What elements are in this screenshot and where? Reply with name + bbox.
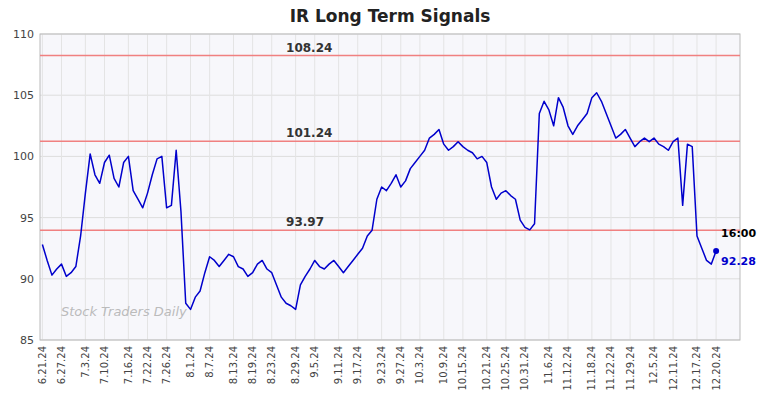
x-tick-label: 8.23.24	[266, 346, 277, 384]
x-tick-label: 11.6.24	[543, 346, 554, 384]
x-tick-label: 7.26.24	[161, 346, 172, 384]
watermark: Stock Traders Daily	[61, 304, 187, 319]
grid-line-x	[233, 34, 234, 340]
grid-line-y	[40, 278, 740, 279]
grid-line-x	[610, 34, 611, 340]
signal-line	[40, 140, 740, 142]
grid-line-x	[524, 34, 525, 340]
x-tick-label: 12.17.24	[691, 346, 702, 391]
x-tick-label: 11.22.24	[605, 346, 616, 391]
grid-line-x	[338, 34, 339, 340]
x-tick-label: 9.5.24	[309, 346, 320, 378]
x-tick-label: 9.23.24	[376, 346, 387, 384]
x-tick-label: 10.25.24	[500, 346, 511, 391]
grid-line-x	[357, 34, 358, 340]
grid-line-y	[40, 217, 740, 218]
grid-line-x	[314, 34, 315, 340]
chart: 85 90 95 100 105 110 6.21.24 6.27.24 7.3.24 7.10.…	[0, 0, 784, 398]
signal-label: 108.24	[286, 41, 332, 55]
grid-line-x	[673, 34, 674, 340]
grid-line-x	[252, 34, 253, 340]
grid-line-x	[147, 34, 148, 340]
x-tick-label: 10.15.24	[457, 346, 468, 391]
x-tick-label: 10.9.24	[438, 346, 449, 384]
grid-line-x	[166, 34, 167, 340]
plot-frame	[40, 34, 740, 340]
x-tick-label: 12.20.24	[711, 346, 722, 391]
grid-line-y	[40, 156, 740, 157]
grid-line-x	[486, 34, 487, 340]
grid-line-x	[591, 34, 592, 340]
x-tick-label: 7.10.24	[99, 346, 110, 384]
x-tick-label: 11.29.24	[625, 346, 636, 391]
y-tick-label: 90	[20, 273, 34, 286]
grid-line-x	[271, 34, 272, 340]
title: IR Long Term Signals	[290, 6, 491, 26]
last-value: 92.28	[721, 255, 756, 268]
grid-line-x	[42, 34, 43, 340]
grid-line-x	[567, 34, 568, 340]
y-tick-label: 85	[20, 334, 34, 347]
grid-line-x	[190, 34, 191, 340]
grid-line-x	[209, 34, 210, 340]
y-tick-label: 100	[13, 150, 34, 163]
x-tick-label: 9.17.24	[352, 346, 363, 384]
x-tick-label: 7.22.24	[142, 346, 153, 384]
x-tick-label: 12.11.24	[668, 346, 679, 391]
plot-area	[40, 34, 740, 340]
x-tick-label: 8.7.24	[204, 346, 215, 378]
x-tick-label: 10.31.24	[519, 346, 530, 391]
y-tick-label: 95	[20, 212, 34, 225]
x-tick-label: 8.19.24	[247, 346, 258, 384]
grid-line-x	[419, 34, 420, 340]
y-tick-label: 110	[13, 28, 34, 41]
x-tick-label: 11.12.24	[562, 346, 573, 391]
grid-line-x	[443, 34, 444, 340]
grid-line-x	[462, 34, 463, 340]
x-tick-label: 8.13.24	[228, 346, 239, 384]
grid-line-x	[630, 34, 631, 340]
grid-line-x	[295, 34, 296, 340]
x-tick-label: 10.3.24	[414, 346, 425, 384]
x-tick-label: 7.16.24	[123, 346, 134, 384]
signal-label: 93.97	[286, 215, 324, 229]
signal-line	[40, 55, 740, 57]
grid-line-x	[505, 34, 506, 340]
x-tick-label: 6.21.24	[37, 346, 48, 384]
grid-line-x	[548, 34, 549, 340]
last-time: 16:00	[721, 227, 756, 240]
grid-line-x	[61, 34, 62, 340]
signal-label: 101.24	[286, 126, 332, 140]
plot-marks	[40, 56, 740, 310]
x-tick-label: 7.3.24	[80, 346, 91, 378]
x-tick-label: 9.27.24	[395, 346, 406, 384]
x-tick-label: 9.11.24	[333, 346, 344, 384]
x-tick-label: 8.1.24	[185, 346, 196, 378]
price-line	[42, 93, 716, 310]
grid-line-x	[128, 34, 129, 340]
grid-line-y	[40, 95, 740, 96]
signal-line	[40, 229, 740, 231]
x-tick-label: 12.5.24	[648, 346, 659, 384]
y-tick-label: 105	[13, 89, 34, 102]
grid-line-x	[716, 34, 717, 340]
x-tick-label: 6.27.24	[56, 346, 67, 384]
grid-line-x	[696, 34, 697, 340]
grid-line-x	[653, 34, 654, 340]
x-tick-label: 10.21.24	[481, 346, 492, 391]
x-tick-label: 11.18.24	[586, 346, 597, 391]
x-tick-label: 8.29.24	[290, 346, 301, 384]
last-point	[713, 248, 719, 254]
grid-line-x	[104, 34, 105, 340]
